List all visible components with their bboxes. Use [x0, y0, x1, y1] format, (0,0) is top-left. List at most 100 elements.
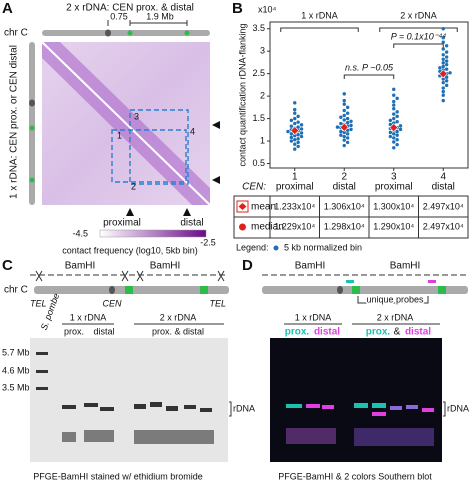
- data-point: [342, 113, 346, 118]
- data-point: [293, 137, 297, 142]
- group-bracket: [280, 27, 359, 32]
- y-tick-label: 1: [260, 135, 265, 145]
- group-label: 2 x rDNA: [160, 312, 197, 322]
- enzyme-label: BamHI: [390, 261, 421, 272]
- comparison-label: P = 0.1x10⁻⁴⁴: [391, 31, 447, 41]
- lane-label: prox. & distal: [152, 326, 204, 336]
- data-point: [438, 66, 442, 70]
- data-point: [444, 79, 449, 83]
- data-point: [342, 98, 346, 103]
- data-point: [296, 144, 300, 149]
- row-label: mean: [251, 202, 276, 213]
- data-point: [345, 136, 350, 140]
- region-box: [129, 109, 189, 185]
- data-point: [395, 133, 399, 137]
- x-tick-sublabel: proximal: [276, 182, 314, 193]
- table-cell: 1.229x10⁴: [274, 221, 315, 231]
- data-point: [441, 77, 445, 81]
- rdna-site: [29, 177, 35, 183]
- plot-frame: [269, 21, 469, 169]
- data-point: [349, 127, 353, 132]
- data-point: [339, 129, 343, 134]
- caption: PFGE-BamHI & 2 colors Southern blot: [278, 471, 432, 481]
- data-point: [339, 121, 343, 126]
- panel-c: C BamHI BamHI chr C TEL CEN TEL S. pombe…: [2, 257, 255, 481]
- arrow-label: distal: [180, 218, 203, 229]
- feature-label: TEL: [209, 298, 226, 308]
- data-point: [345, 120, 350, 125]
- data-point: [296, 137, 300, 141]
- data-point: [444, 83, 449, 88]
- data-point: [441, 27, 445, 31]
- data-point: [289, 139, 294, 143]
- data-point: [392, 146, 396, 150]
- gel-bands: [36, 352, 214, 444]
- data-point: [444, 59, 449, 63]
- data-point: [444, 55, 449, 59]
- panel-label: D: [242, 257, 253, 274]
- region-box: [111, 129, 187, 183]
- data-point: [441, 36, 445, 40]
- legend-label: 5 kb normalized bin: [284, 242, 362, 252]
- data-point: [392, 136, 396, 140]
- data-point: [398, 127, 403, 132]
- rdna-site: [125, 286, 133, 294]
- rdna-site: [184, 30, 190, 36]
- data-point: [289, 135, 294, 140]
- lane-label: prox.: [285, 327, 310, 338]
- data-point: [293, 101, 297, 105]
- data-point: [342, 143, 346, 148]
- data-point: [342, 118, 346, 122]
- panel-label: A: [2, 0, 13, 17]
- band-label: rDNA: [447, 403, 469, 413]
- median-marker: [342, 126, 346, 130]
- data-point: [398, 124, 403, 128]
- rdna-site: [127, 30, 133, 36]
- data-point: [395, 114, 399, 119]
- arrowhead: [212, 176, 220, 184]
- probe: [346, 280, 354, 283]
- axis-multiplier: x10⁴: [258, 4, 277, 14]
- region-label: 2: [131, 181, 136, 191]
- x-tick-label: 1: [292, 172, 298, 183]
- data-point: [441, 89, 445, 94]
- chromosome-bar: [42, 30, 210, 36]
- panel-a: A 2 x rDNA: CEN prox. & distal 0.75 1.9 …: [2, 0, 220, 255]
- data-point: [345, 140, 350, 145]
- probe: [428, 280, 436, 283]
- x-tick-label: 3: [391, 172, 397, 183]
- lane-label: distal: [93, 326, 114, 336]
- data-point: [342, 130, 346, 135]
- data-point: [388, 130, 393, 135]
- data-point: [444, 75, 449, 79]
- lane-label: prox.: [64, 326, 84, 336]
- data-point: [392, 121, 396, 125]
- panel-title: 2 x rDNA: CEN prox. & distal: [66, 3, 194, 14]
- legend-median: [239, 223, 246, 231]
- arrow-label: proximal: [103, 218, 141, 229]
- data-point: [392, 103, 396, 107]
- group-label: 2 x rDNA: [377, 312, 414, 322]
- category-title: CEN:: [242, 182, 266, 193]
- chromosome-bar: [262, 286, 468, 294]
- x-tick-label: 2: [341, 172, 347, 183]
- y-tick-label: 0.5: [252, 158, 265, 168]
- rdna-site: [200, 286, 208, 294]
- row-label: median: [251, 222, 284, 233]
- median-marker: [441, 72, 445, 76]
- enzyme-label: BamHI: [295, 261, 326, 272]
- data-point: [342, 138, 346, 142]
- data-point: [299, 127, 304, 131]
- comparison-bracket: [393, 43, 444, 48]
- panel-d: D BamHI BamHI unique probes 1 x rDNA pro…: [242, 257, 469, 481]
- size-label: 4.6 Mb: [2, 365, 30, 375]
- bracket: [229, 401, 232, 417]
- chromosome-label: chr C: [4, 28, 28, 39]
- data-point: [441, 53, 445, 57]
- data-point: [296, 125, 300, 129]
- data-point: [349, 119, 353, 123]
- scale-label: 0.75: [110, 11, 128, 21]
- y-tick-label: 2.5: [252, 68, 265, 78]
- enzyme-label: BamHI: [150, 261, 181, 272]
- group-bracket: [379, 27, 458, 32]
